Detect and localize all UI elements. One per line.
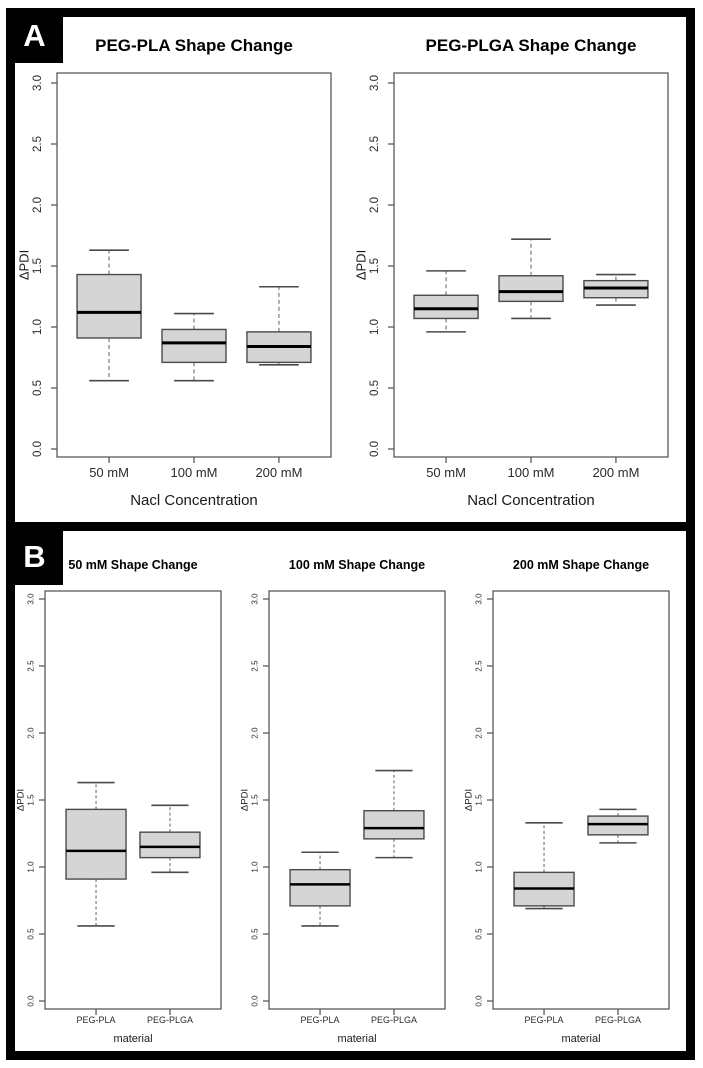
svg-text:2.5: 2.5 (27, 660, 36, 672)
svg-text:1.0: 1.0 (369, 319, 381, 335)
svg-text:0.5: 0.5 (251, 928, 260, 940)
svg-text:1.5: 1.5 (369, 258, 381, 274)
svg-text:2.0: 2.0 (251, 727, 260, 739)
svg-text:1.0: 1.0 (27, 861, 36, 873)
svg-text:PEG-PLA Shape Change: PEG-PLA Shape Change (95, 36, 293, 55)
boxplot-svg: 100 mM Shape Change 0.0 0.5 1.0 1.5 2.0 2.5 3.0… (240, 558, 446, 1045)
boxplot-peg-plga-shape-change: PEG-PLGA Shape Change 0.0 0.5 1.0 1.5 2.0 2.5 3… (352, 17, 686, 524)
svg-text:3.0: 3.0 (27, 593, 36, 605)
svg-text:100 mM: 100 mM (171, 465, 218, 480)
svg-text:50 mM Shape Change: 50 mM Shape Change (68, 558, 197, 572)
svg-text:50 mM: 50 mM (89, 465, 129, 480)
boxplot-100mm-shape-change: 100 mM Shape Change 0.0 0.5 1.0 1.5 2.0 2.5 3.0… (239, 531, 462, 1054)
svg-text:2.0: 2.0 (475, 727, 484, 739)
boxplot-svg: 200 mM Shape Change 0.0 0.5 1.0 1.5 2.0 2.5 3.0… (464, 558, 670, 1045)
svg-text:1.5: 1.5 (27, 794, 36, 806)
svg-text:0.5: 0.5 (32, 380, 44, 396)
svg-text:1.0: 1.0 (32, 319, 44, 335)
svg-text:PEG-PLGA: PEG-PLGA (371, 1015, 417, 1025)
svg-text:2.5: 2.5 (32, 136, 44, 152)
svg-text:3.0: 3.0 (251, 593, 260, 605)
boxplot-svg: PEG-PLA Shape Change 0.0 0.5 1.0 1.5 2.0 2.5 3.… (17, 36, 332, 509)
svg-text:ΔPDI: ΔPDI (16, 789, 27, 811)
panel-divider (15, 522, 686, 531)
svg-text:2.5: 2.5 (369, 136, 381, 152)
svg-text:PEG-PLA: PEG-PLA (301, 1015, 340, 1025)
svg-text:material: material (113, 1033, 152, 1045)
svg-text:0.0: 0.0 (251, 995, 260, 1007)
svg-text:100 mM Shape Change: 100 mM Shape Change (289, 558, 425, 572)
svg-text:2.0: 2.0 (32, 197, 44, 213)
svg-text:PEG-PLA: PEG-PLA (525, 1015, 564, 1025)
panel-a-letter: A (23, 18, 46, 53)
svg-text:0.5: 0.5 (27, 928, 36, 940)
svg-text:200 mM: 200 mM (592, 465, 639, 480)
svg-text:2.0: 2.0 (369, 197, 381, 213)
svg-text:Nacl Concentration: Nacl Concentration (467, 492, 595, 509)
svg-text:3.0: 3.0 (369, 75, 381, 91)
svg-text:ΔPDI: ΔPDI (464, 789, 475, 811)
svg-text:ΔPDI: ΔPDI (17, 250, 32, 280)
svg-text:1.0: 1.0 (475, 861, 484, 873)
svg-text:PEG-PLA: PEG-PLA (77, 1015, 116, 1025)
figure-border: PEG-PLA Shape Change 0.0 0.5 1.0 1.5 2.0 2.5 3.… (6, 8, 695, 1060)
svg-text:ΔPDI: ΔPDI (354, 250, 369, 280)
boxplot-peg-pla-shape-change: PEG-PLA Shape Change 0.0 0.5 1.0 1.5 2.0 2.5 3.… (15, 17, 349, 524)
svg-text:PEG-PLGA Shape Change: PEG-PLGA Shape Change (426, 36, 637, 55)
svg-text:0.0: 0.0 (475, 995, 484, 1007)
panel-b-letter: B (23, 538, 46, 574)
svg-text:1.5: 1.5 (475, 794, 484, 806)
svg-text:material: material (337, 1033, 376, 1045)
svg-text:PEG-PLGA: PEG-PLGA (595, 1015, 641, 1025)
svg-text:2.5: 2.5 (475, 660, 484, 672)
boxplot-svg: PEG-PLGA Shape Change 0.0 0.5 1.0 1.5 2.0 2.5 3… (354, 36, 669, 509)
svg-text:Nacl Concentration: Nacl Concentration (130, 492, 258, 509)
svg-text:0.0: 0.0 (27, 995, 36, 1007)
panel-b-label-badge: B (6, 527, 63, 585)
svg-text:3.0: 3.0 (475, 593, 484, 605)
svg-text:0.5: 0.5 (475, 928, 484, 940)
svg-text:1.5: 1.5 (251, 794, 260, 806)
svg-text:2.0: 2.0 (27, 727, 36, 739)
svg-text:0.0: 0.0 (32, 441, 44, 457)
svg-text:50 mM: 50 mM (426, 465, 466, 480)
svg-text:200 mM Shape Change: 200 mM Shape Change (513, 558, 649, 572)
panel-a: PEG-PLA Shape Change 0.0 0.5 1.0 1.5 2.0 2.5 3.… (15, 17, 686, 522)
svg-text:100 mM: 100 mM (508, 465, 555, 480)
panel-a-plots-row: PEG-PLA Shape Change 0.0 0.5 1.0 1.5 2.0 2.5 3.… (15, 17, 686, 524)
svg-text:ΔPDI: ΔPDI (240, 789, 251, 811)
panel-a-label-badge: A (6, 8, 63, 63)
svg-text:2.5: 2.5 (251, 660, 260, 672)
boxplot-200mm-shape-change: 200 mM Shape Change 0.0 0.5 1.0 1.5 2.0 2.5 3.0… (463, 531, 686, 1054)
boxplot-svg: 50 mM Shape Change 0.0 0.5 1.0 1.5 2.0 2.5 3.0 Δ… (16, 558, 222, 1045)
boxplot-50mm-shape-change: 50 mM Shape Change 0.0 0.5 1.0 1.5 2.0 2.5 3.0 Δ… (15, 531, 238, 1054)
svg-text:PEG-PLGA: PEG-PLGA (147, 1015, 193, 1025)
panel-b: 50 mM Shape Change 0.0 0.5 1.0 1.5 2.0 2.5 3.0 Δ… (15, 531, 686, 1051)
svg-text:3.0: 3.0 (32, 75, 44, 91)
svg-text:1.5: 1.5 (32, 258, 44, 274)
svg-text:1.0: 1.0 (251, 861, 260, 873)
panel-b-plots-row: 50 mM Shape Change 0.0 0.5 1.0 1.5 2.0 2.5 3.0 Δ… (15, 531, 686, 1054)
svg-text:0.5: 0.5 (369, 380, 381, 396)
svg-text:0.0: 0.0 (369, 441, 381, 457)
svg-text:material: material (561, 1033, 600, 1045)
svg-text:200 mM: 200 mM (255, 465, 302, 480)
